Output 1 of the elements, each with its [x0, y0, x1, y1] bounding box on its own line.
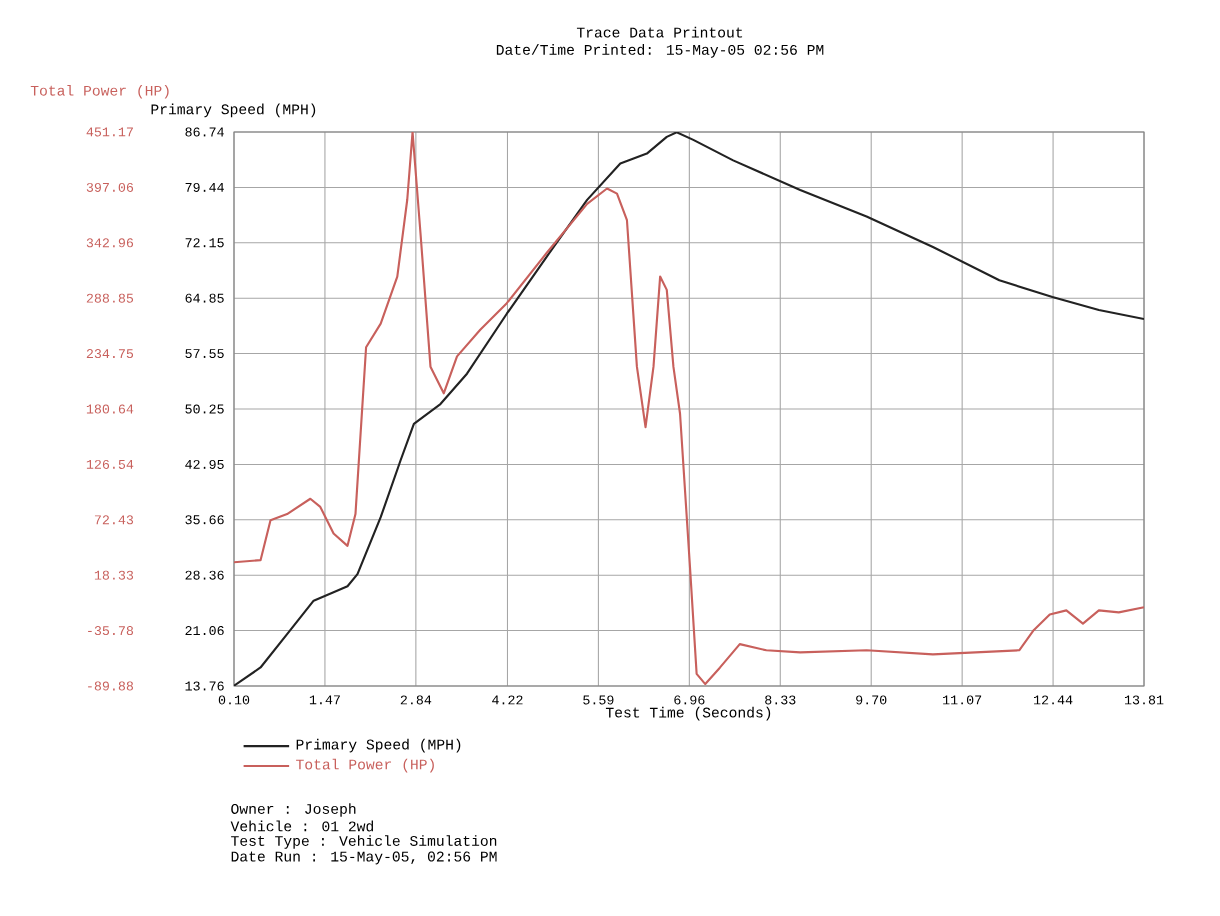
line-series — [234, 132, 1145, 686]
